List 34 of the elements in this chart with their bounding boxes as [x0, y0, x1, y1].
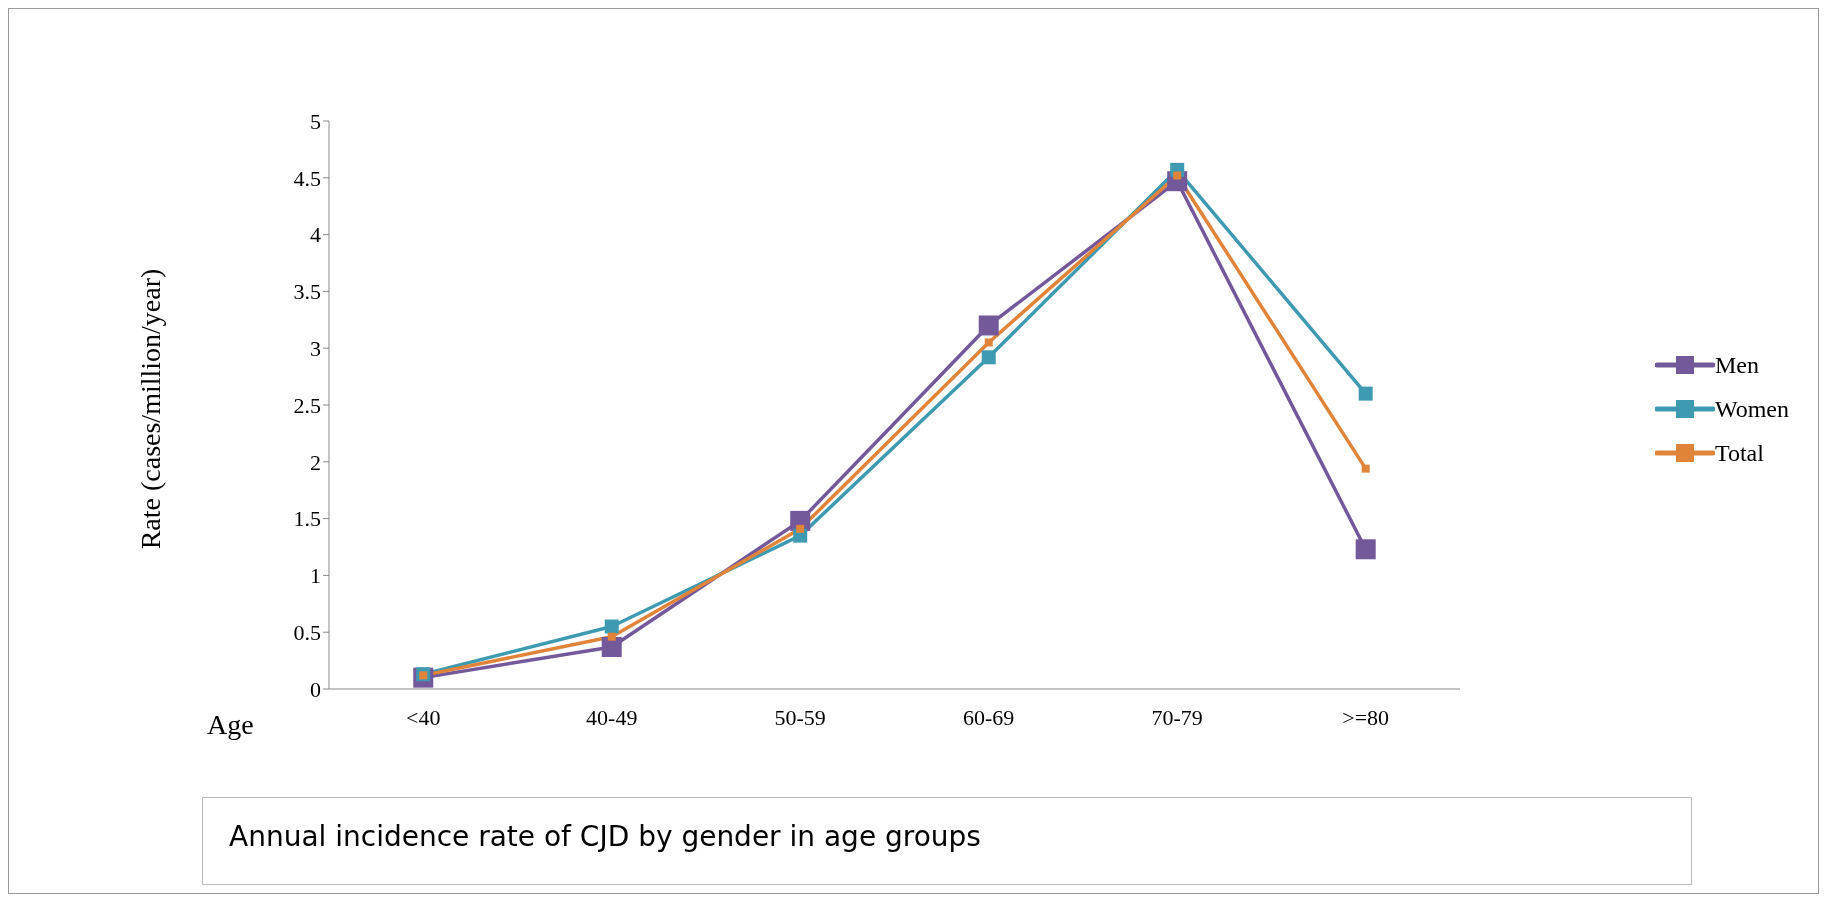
point	[601, 636, 622, 657]
point	[1358, 386, 1373, 401]
y-tick-label: 4	[310, 222, 321, 248]
y-axis-title: Rate (cases/million/year)	[135, 268, 167, 550]
y-tick-label: 2	[310, 449, 321, 475]
point	[1361, 464, 1370, 473]
legend-label: Women	[1714, 395, 1789, 423]
y-tick-label: 1.5	[293, 506, 321, 532]
legend-label: Total	[1714, 439, 1764, 467]
x-tick-label: 40-49	[586, 704, 638, 730]
y-tick-label: 1	[310, 563, 321, 589]
point	[604, 619, 619, 634]
text: Annual incidence rate of CJD by gender in age groups	[202, 797, 1692, 885]
x-tick-label: >=80	[1342, 704, 1390, 730]
y-tick-label: 5	[310, 108, 321, 134]
legend-label: Men	[1714, 351, 1759, 379]
point	[1173, 171, 1182, 180]
point	[981, 350, 996, 365]
y-tick-label: 3	[310, 336, 321, 362]
y-tick-label: 4.5	[293, 165, 321, 191]
point	[1355, 539, 1376, 560]
point	[978, 315, 999, 336]
x-tick-label: 50-59	[774, 704, 826, 730]
x-tick-label: <40	[406, 704, 441, 730]
point	[796, 524, 805, 533]
y-tick-label: 0.5	[293, 620, 321, 646]
x-tick-label: 70-79	[1151, 704, 1203, 730]
x-tick-label: 60-69	[963, 704, 1015, 730]
y-tick-label: 2.5	[293, 392, 321, 418]
point	[607, 632, 616, 641]
y-tick-label: 0	[310, 676, 321, 702]
x-axis-title: Age	[207, 709, 254, 741]
y-tick-label: 3.5	[293, 279, 321, 305]
point	[984, 338, 993, 347]
